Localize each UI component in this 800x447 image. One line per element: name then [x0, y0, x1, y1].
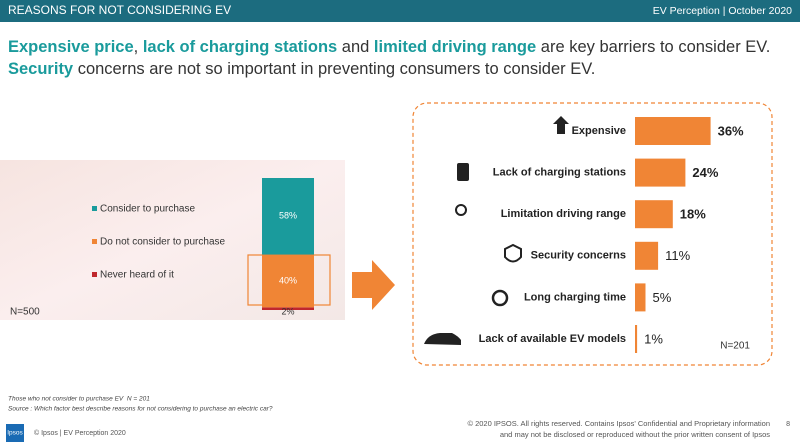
bar: [635, 283, 646, 312]
category-label: Lack of charging stations: [493, 167, 626, 179]
header-subtitle: EV Perception | October 2020: [653, 5, 792, 17]
headline-highlight: lack of charging stations: [143, 38, 337, 56]
bar: [635, 117, 711, 145]
icon-clock: [491, 289, 509, 307]
bar: [635, 325, 638, 353]
headline-text: and: [337, 38, 374, 56]
header-bar: [0, 0, 800, 22]
legend-swatch: [92, 206, 97, 211]
bar-segment: [262, 307, 314, 310]
value-label: 1%: [644, 331, 663, 346]
value-label: 40%: [279, 275, 297, 285]
icon-route: [455, 204, 467, 216]
copyright: and may not be disclosed or reproduced w…: [500, 430, 770, 439]
icon-car: [424, 333, 461, 345]
logo: Ipsos: [7, 430, 23, 437]
category-label: Expensive: [572, 125, 626, 137]
value-label: 24%: [692, 165, 718, 180]
icon-charger: [457, 163, 469, 181]
category-label: Security concerns: [531, 250, 626, 262]
category-label: Lack of available EV models: [479, 333, 626, 345]
annotation: N=201: [720, 341, 750, 352]
bar: [635, 241, 659, 270]
legend-swatch: [92, 239, 97, 244]
icons: [424, 116, 569, 345]
logo-box: [6, 424, 24, 442]
annotation: N=500: [10, 307, 40, 318]
arrow: [352, 260, 395, 310]
value-label: 36%: [718, 123, 744, 138]
headline-line: Expensive price, lack of charging statio…: [8, 38, 770, 56]
value-label: 58%: [279, 211, 297, 221]
value-label: 2%: [281, 306, 294, 316]
bar: [635, 200, 673, 229]
category-label: Limitation driving range: [501, 208, 626, 220]
copyright: © 2020 IPSOS. All rights reserved. Conta…: [467, 419, 770, 428]
headline-highlight: limited driving range: [374, 38, 536, 56]
headline-text: ,: [134, 38, 143, 56]
headline-highlight: Security: [8, 60, 74, 78]
icon-shield: [504, 243, 522, 263]
legend-label: Never heard of it: [100, 270, 174, 281]
footer-note: Source : Which factor best describe reas…: [8, 406, 273, 413]
legend-label: Do not consider to purchase: [100, 237, 226, 248]
panel: [412, 102, 773, 366]
legend-label: Consider to purchase: [100, 204, 195, 215]
footer-note: Those who not consider to purchase EV N …: [8, 396, 150, 403]
bar-segment: [262, 178, 314, 255]
footer-left: © Ipsos | EV Perception 2020: [34, 429, 126, 437]
page-number: 8: [786, 421, 790, 428]
header-title: REASONS FOR NOT CONSIDERING EV: [8, 3, 231, 17]
bar-segment: [262, 254, 314, 308]
category-label: Long charging time: [524, 291, 626, 303]
headline-text: concerns are not so important in prevent…: [73, 60, 595, 78]
legend-swatch: [92, 272, 97, 277]
value-label: 5%: [653, 290, 672, 305]
value-label: 18%: [680, 207, 706, 222]
headline-highlight: Expensive price: [8, 38, 134, 56]
headline-text: are key barriers to consider EV.: [536, 38, 770, 56]
icon-house: [553, 116, 569, 134]
bar: [635, 158, 686, 187]
value-label: 11%: [665, 248, 690, 263]
headline-line: Security concerns are not so important i…: [8, 60, 595, 78]
